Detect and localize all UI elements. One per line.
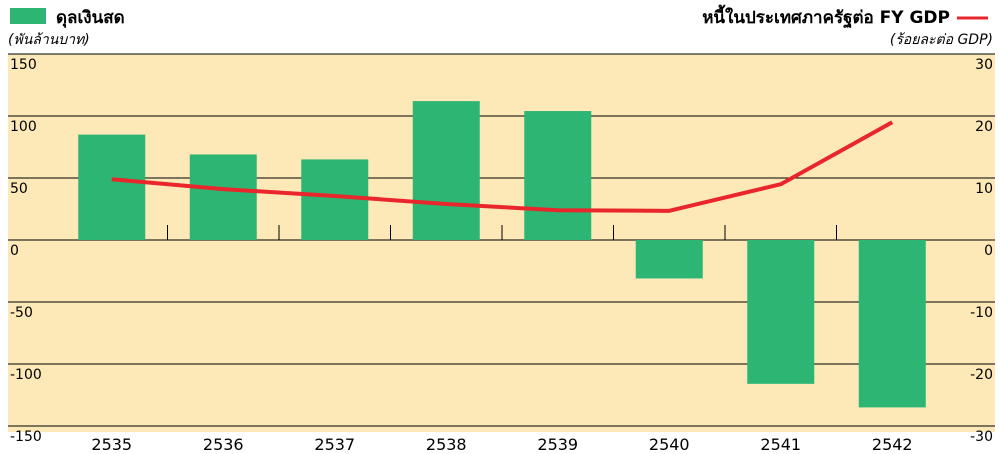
bar [301,159,369,240]
legend-swatch [10,8,46,24]
y-tick-label: 50 [10,181,28,197]
bar [189,154,257,240]
x-tick-label: 2542 [872,435,913,454]
legend-label: ดุลเงินสด [56,8,125,28]
y2-tick-label: 0 [984,243,993,259]
y2-tick-label: 30 [975,57,993,73]
y2-tick-label: -30 [970,429,993,445]
bar [747,240,815,384]
y2-axis-label: (ร้อยละต่อ GDP) [890,32,993,48]
plot-background [8,54,995,432]
x-tick-label: 2540 [649,435,690,454]
y2-tick-label: -10 [970,305,993,321]
y-tick-label: 0 [10,243,19,259]
x-tick-label: 2541 [760,435,801,454]
bar [412,101,480,241]
bar [858,240,926,408]
bar [78,134,146,240]
y-tick-label: -150 [10,429,42,445]
y2-tick-label: 20 [975,119,993,135]
y2-tick-label: -20 [970,367,993,383]
y-tick-label: 100 [10,119,37,135]
bar [524,111,592,240]
x-tick-label: 2537 [314,435,355,454]
y-tick-label: 150 [10,57,37,73]
grid [8,53,995,427]
x-tick-label: 2536 [203,435,244,454]
y-tick-label: -100 [10,367,42,383]
y-axis-label: (พันล้านบาท) [8,32,90,48]
legend-label: หนี้ในประเทศภาครัฐต่อ FY GDP [702,4,950,29]
x-tick-label: 2535 [91,435,132,454]
y2-tick-label: 10 [975,181,993,197]
x-tick-label: 2539 [537,435,578,454]
line [111,120,894,213]
marks [78,101,926,408]
x-tick-label: 2538 [426,435,467,454]
bar [635,240,703,279]
y-tick-label: -50 [10,305,33,321]
